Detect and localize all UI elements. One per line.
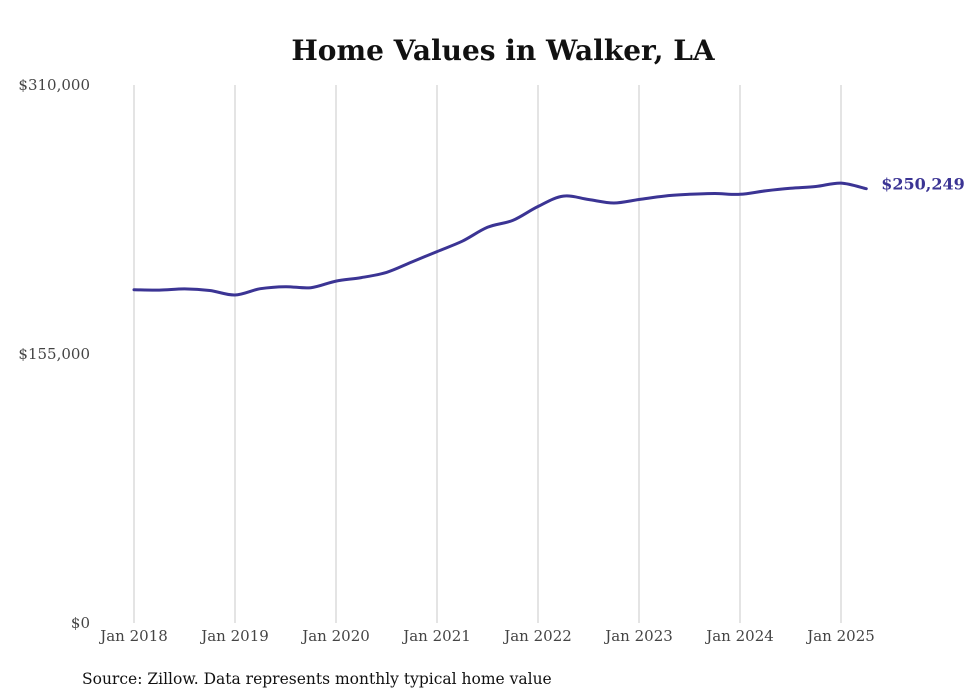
x-axis: Jan 2018 Jan 2019 Jan 2020 Jan 2021 Jan 2022…	[98, 627, 875, 645]
x-tick-label: Jan 2019	[199, 627, 269, 645]
y-tick-label: $0	[71, 614, 90, 632]
chart-title: Home Values in Walker, LA	[291, 34, 716, 67]
y-tick-label: $155,000	[18, 345, 90, 363]
x-tick-label: Jan 2022	[502, 627, 572, 645]
y-axis: $310,000 $155,000 $0	[18, 76, 90, 632]
x-tick-label: Jan 2018	[98, 627, 168, 645]
x-tick-label: Jan 2023	[603, 627, 673, 645]
y-tick-label: $310,000	[18, 76, 90, 94]
end-value-label: $250,249	[881, 175, 965, 194]
x-tick-label: Jan 2021	[401, 627, 471, 645]
x-tick-label: Jan 2024	[704, 627, 774, 645]
grid-layer	[133, 85, 842, 623]
source-note: Source: Zillow. Data represents monthly …	[82, 670, 552, 688]
x-tick-label: Jan 2025	[805, 627, 875, 645]
x-tick-label: Jan 2020	[300, 627, 370, 645]
series-line	[132, 181, 868, 297]
